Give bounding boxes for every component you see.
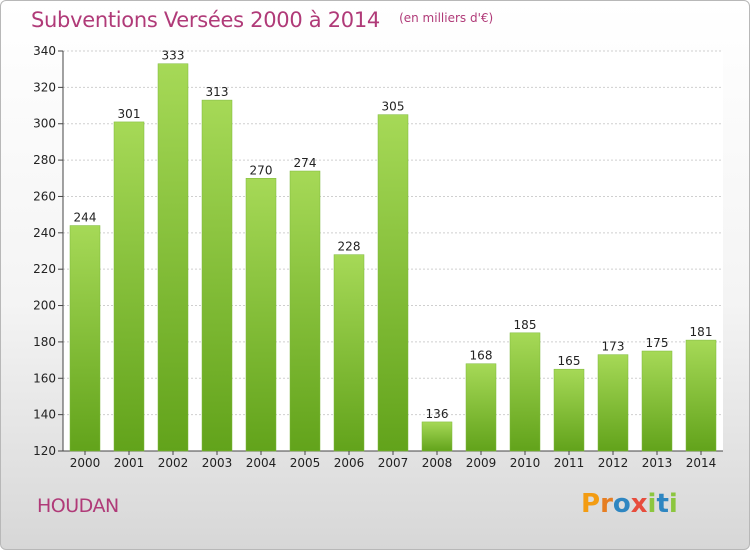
- bar-2008: [421, 421, 453, 452]
- value-label-2001: 301: [118, 107, 141, 121]
- logo-letter: P: [581, 489, 601, 519]
- value-label-2002: 333: [162, 49, 185, 63]
- value-label-2008: 136: [426, 407, 449, 421]
- value-label-2013: 175: [646, 336, 669, 350]
- chart-title: Subventions Versées 2000 à 2014: [31, 8, 380, 32]
- y-tick-label: 120: [33, 444, 56, 458]
- bar-2011: [553, 368, 585, 452]
- x-tick-label-2001: 2001: [114, 456, 145, 470]
- value-label-2010: 185: [514, 318, 537, 332]
- commune-name: HOUDAN: [37, 495, 119, 517]
- bar-2007: [377, 114, 409, 452]
- value-label-2006: 228: [338, 240, 361, 254]
- bar-2002: [157, 63, 189, 452]
- value-label-2011: 165: [558, 354, 581, 368]
- x-tick-label-2007: 2007: [378, 456, 409, 470]
- x-tick-label-2003: 2003: [202, 456, 233, 470]
- value-label-2012: 173: [602, 340, 625, 354]
- bar-2006: [333, 254, 365, 452]
- x-tick-label-2005: 2005: [290, 456, 321, 470]
- y-tick-label: 320: [33, 80, 56, 94]
- bar-2012: [597, 354, 629, 452]
- x-tick-label-2000: 2000: [70, 456, 101, 470]
- bar-2001: [113, 121, 145, 452]
- bar-2004: [245, 178, 277, 452]
- bar-2000: [69, 225, 101, 452]
- value-label-2014: 181: [690, 325, 713, 339]
- x-tick-label-2008: 2008: [422, 456, 453, 470]
- y-tick-label: 200: [33, 299, 56, 313]
- y-tick-label: 180: [33, 335, 56, 349]
- proxiti-logo[interactable]: Proxiti: [581, 489, 678, 519]
- logo-letter: i: [668, 489, 678, 519]
- bar-2014: [685, 339, 717, 452]
- logo-letter: o: [612, 489, 631, 519]
- x-tick-label-2012: 2012: [598, 456, 629, 470]
- value-label-2007: 305: [382, 100, 405, 114]
- y-tick-label: 340: [33, 44, 56, 58]
- value-label-2004: 270: [250, 163, 273, 177]
- y-tick-label: 220: [33, 262, 56, 276]
- x-tick-label-2013: 2013: [642, 456, 673, 470]
- x-tick-label-2014: 2014: [686, 456, 717, 470]
- bar-2005: [289, 170, 321, 452]
- bar-2013: [641, 350, 673, 452]
- x-tick-label-2004: 2004: [246, 456, 277, 470]
- y-tick-label: 300: [33, 117, 56, 131]
- value-label-2009: 168: [470, 349, 493, 363]
- value-label-2005: 274: [294, 156, 317, 170]
- y-tick-label: 240: [33, 226, 56, 240]
- bar-2009: [465, 363, 497, 452]
- bar-2010: [509, 332, 541, 452]
- x-tick-label-2002: 2002: [158, 456, 189, 470]
- value-label-2003: 313: [206, 85, 229, 99]
- bar-2003: [201, 99, 233, 452]
- chart-unit-note: (en milliers d'€): [399, 11, 494, 25]
- logo-letter: r: [600, 489, 613, 519]
- y-tick-label: 260: [33, 189, 56, 203]
- y-tick-label: 140: [33, 408, 56, 422]
- x-tick-label-2006: 2006: [334, 456, 365, 470]
- y-tick-label: 160: [33, 371, 56, 385]
- logo-letter: t: [656, 489, 669, 519]
- logo-letter: i: [647, 489, 657, 519]
- value-label-2000: 244: [74, 211, 97, 225]
- y-tick-label: 280: [33, 153, 56, 167]
- x-tick-label-2010: 2010: [510, 456, 541, 470]
- x-tick-label-2009: 2009: [466, 456, 497, 470]
- title-row: Subventions Versées 2000 à 2014 (en mill…: [31, 8, 493, 32]
- x-tick-label-2011: 2011: [554, 456, 585, 470]
- logo-letter: x: [630, 489, 648, 519]
